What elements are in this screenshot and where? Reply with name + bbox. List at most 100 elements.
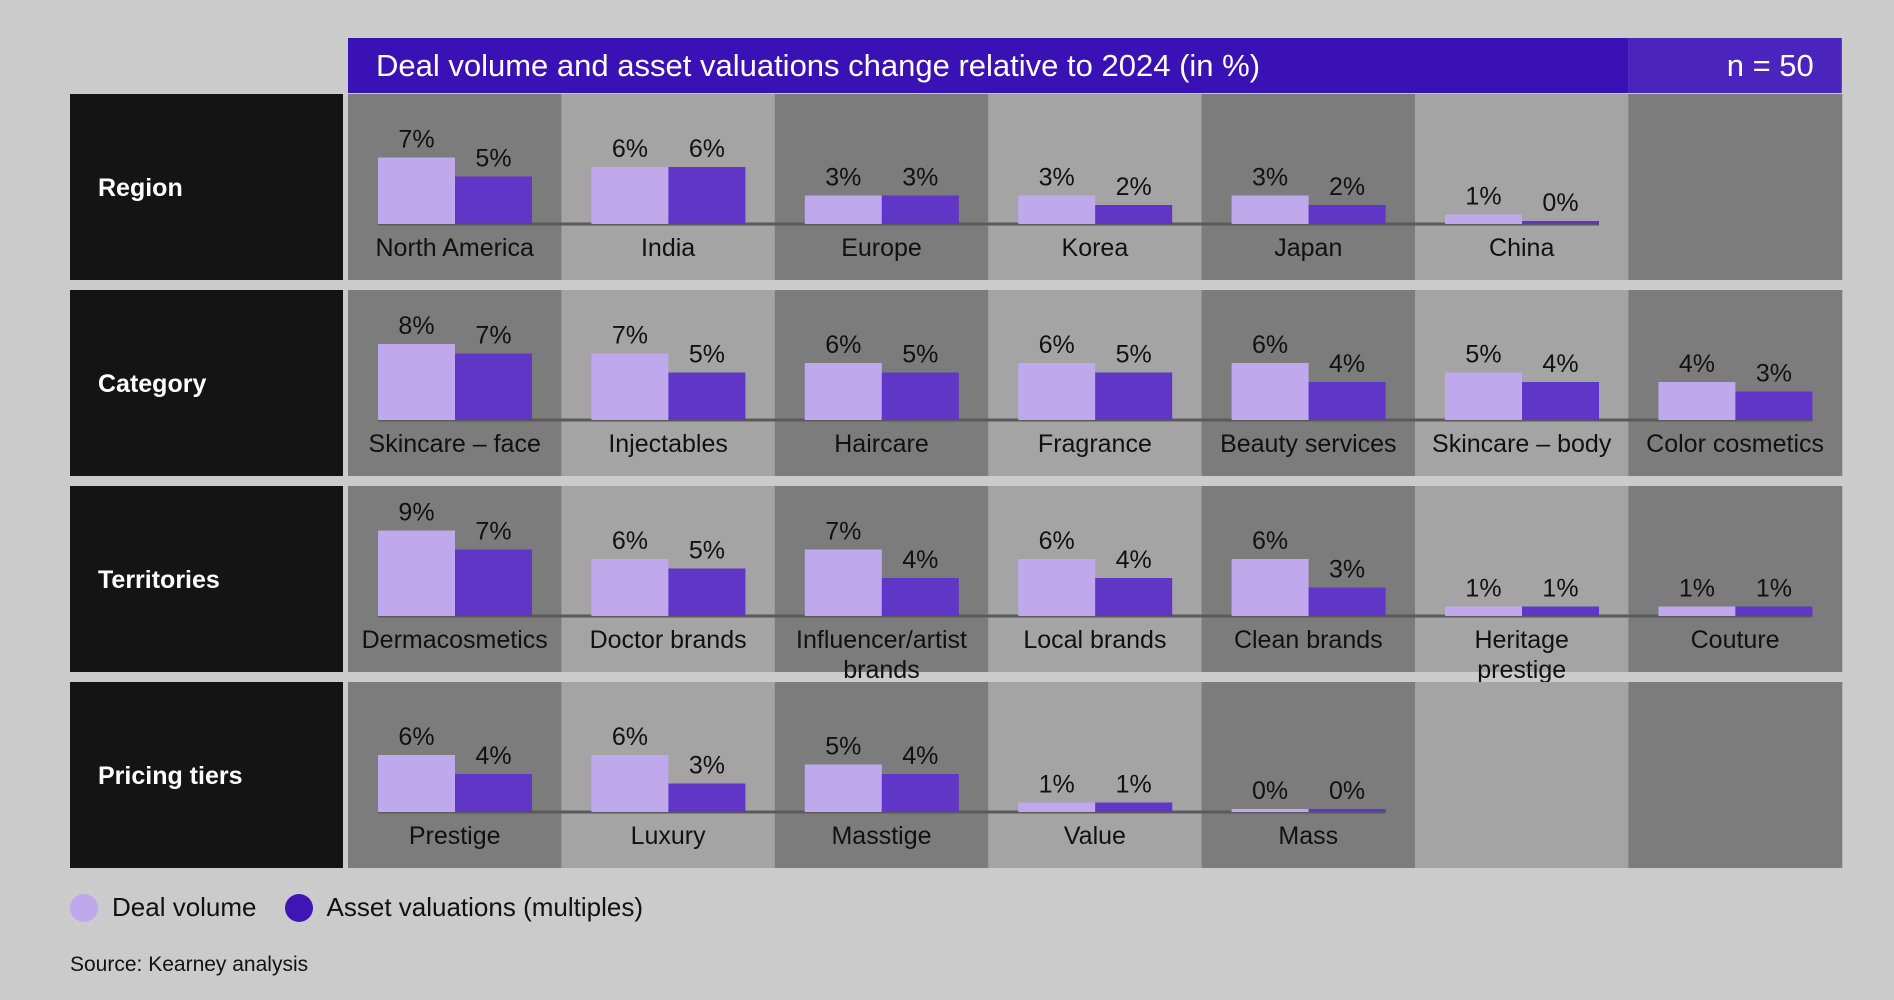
data-label-asset-valuations: 4% xyxy=(1116,546,1152,574)
bar-deal-volume xyxy=(1231,559,1309,616)
bar-deal-volume xyxy=(591,755,669,812)
category-label: Heritage xyxy=(1474,626,1569,654)
category-label: Japan xyxy=(1274,234,1342,262)
legend-label-asset-valuations: Asset valuations (multiples) xyxy=(326,892,643,922)
panel-background xyxy=(1415,682,1629,868)
bar-asset-valuations xyxy=(1308,809,1386,812)
data-label-asset-valuations: 5% xyxy=(475,145,511,173)
data-label-deal-volume: 6% xyxy=(1252,331,1288,359)
bar-asset-valuations xyxy=(1735,606,1813,616)
category-label: Value xyxy=(1064,822,1126,850)
category-label: Skincare – face xyxy=(369,430,541,458)
bar-asset-valuations xyxy=(1095,802,1173,812)
bar-deal-volume xyxy=(804,363,882,420)
row-label-box xyxy=(70,290,343,476)
bar-asset-valuations xyxy=(1735,391,1813,420)
data-label-asset-valuations: 3% xyxy=(902,164,938,192)
category-label: Europe xyxy=(841,234,922,262)
bar-deal-volume xyxy=(1231,195,1309,224)
data-label-asset-valuations: 3% xyxy=(1756,360,1792,388)
data-label-asset-valuations: 4% xyxy=(1542,350,1578,378)
bar-deal-volume xyxy=(804,549,882,616)
category-label: Couture xyxy=(1691,626,1780,654)
data-label-asset-valuations: 7% xyxy=(475,322,511,350)
category-label: Dermacosmetics xyxy=(362,626,548,654)
bar-deal-volume xyxy=(804,764,882,812)
category-label: Mass xyxy=(1278,822,1338,850)
data-label-deal-volume: 0% xyxy=(1252,777,1288,805)
data-label-deal-volume: 7% xyxy=(825,518,861,546)
bar-asset-valuations xyxy=(668,167,746,224)
data-label-asset-valuations: 2% xyxy=(1116,173,1152,201)
data-label-deal-volume: 8% xyxy=(398,312,434,340)
bar-asset-valuations xyxy=(1308,205,1386,224)
panel-background xyxy=(1628,486,1843,672)
row-label-box xyxy=(70,682,343,868)
data-label-deal-volume: 3% xyxy=(1252,164,1288,192)
data-label-asset-valuations: 5% xyxy=(902,341,938,369)
data-label-deal-volume: 3% xyxy=(825,164,861,192)
row-label: Territories xyxy=(98,566,220,594)
category-label: Masstige xyxy=(831,822,931,850)
sample-size-box xyxy=(1628,38,1842,93)
data-label-deal-volume: 5% xyxy=(825,733,861,761)
category-label: Color cosmetics xyxy=(1646,430,1824,458)
bar-asset-valuations xyxy=(881,774,959,812)
bar-asset-valuations xyxy=(881,578,959,616)
data-label-deal-volume: 1% xyxy=(1039,771,1075,799)
panel-background xyxy=(774,94,989,280)
panel-background xyxy=(1628,682,1843,868)
bar-asset-valuations xyxy=(1095,372,1173,420)
category-label: Local brands xyxy=(1023,626,1166,654)
data-label-asset-valuations: 5% xyxy=(689,537,725,565)
bar-asset-valuations xyxy=(1522,221,1599,224)
row-label-box xyxy=(70,486,343,672)
data-label-asset-valuations: 7% xyxy=(475,518,511,546)
bar-deal-volume xyxy=(1658,382,1736,420)
row-label: Region xyxy=(98,174,183,202)
data-label-deal-volume: 7% xyxy=(398,126,434,154)
legend-item-asset-valuations: Asset valuations (multiples) xyxy=(284,892,643,923)
category-label: Fragrance xyxy=(1038,430,1152,458)
data-label-asset-valuations: 3% xyxy=(1329,556,1365,584)
bar-deal-volume xyxy=(378,755,455,812)
source-note: Source: Kearney analysis xyxy=(70,953,309,976)
category-label: Skincare – body xyxy=(1432,430,1612,458)
data-label-deal-volume: 6% xyxy=(398,723,434,751)
data-label-deal-volume: 1% xyxy=(1465,183,1501,211)
bar-deal-volume xyxy=(1018,559,1096,616)
legend-item-deal-volume: Deal volume xyxy=(70,892,257,923)
bar-deal-volume xyxy=(1018,195,1096,224)
data-label-asset-valuations: 0% xyxy=(1542,189,1578,217)
bar-deal-volume xyxy=(1445,372,1522,420)
data-label-deal-volume: 6% xyxy=(612,527,648,555)
bar-asset-valuations xyxy=(881,372,959,420)
data-label-asset-valuations: 5% xyxy=(689,341,725,369)
bar-deal-volume xyxy=(378,530,455,616)
bar-asset-valuations xyxy=(455,353,532,420)
data-label-deal-volume: 6% xyxy=(612,723,648,751)
panel-background xyxy=(988,94,1203,280)
legend-label-deal-volume: Deal volume xyxy=(112,892,257,922)
category-label: Korea xyxy=(1062,234,1129,262)
bar-deal-volume xyxy=(591,167,669,224)
category-label: Luxury xyxy=(631,822,707,850)
data-label-asset-valuations: 5% xyxy=(1116,341,1152,369)
data-label-deal-volume: 4% xyxy=(1679,350,1715,378)
bar-asset-valuations xyxy=(1095,205,1173,224)
category-label: Doctor brands xyxy=(590,626,747,654)
legend-swatch-deal-volume xyxy=(70,893,98,922)
bar-deal-volume xyxy=(1445,214,1522,224)
legend: Deal volume Asset valuations (multiples) xyxy=(70,892,671,923)
bar-asset-valuations xyxy=(455,774,532,812)
data-label-deal-volume: 7% xyxy=(612,322,648,350)
data-label-deal-volume: 6% xyxy=(1252,527,1288,555)
category-label: Prestige xyxy=(409,822,501,850)
data-label-deal-volume: 1% xyxy=(1679,575,1715,603)
row-label: Pricing tiers xyxy=(98,762,243,790)
chart: Deal volume and asset valuations change … xyxy=(70,38,1843,868)
data-label-asset-valuations: 1% xyxy=(1116,771,1152,799)
panel-background xyxy=(1415,94,1629,280)
bar-asset-valuations xyxy=(1522,606,1599,616)
category-label: brands xyxy=(843,656,919,684)
